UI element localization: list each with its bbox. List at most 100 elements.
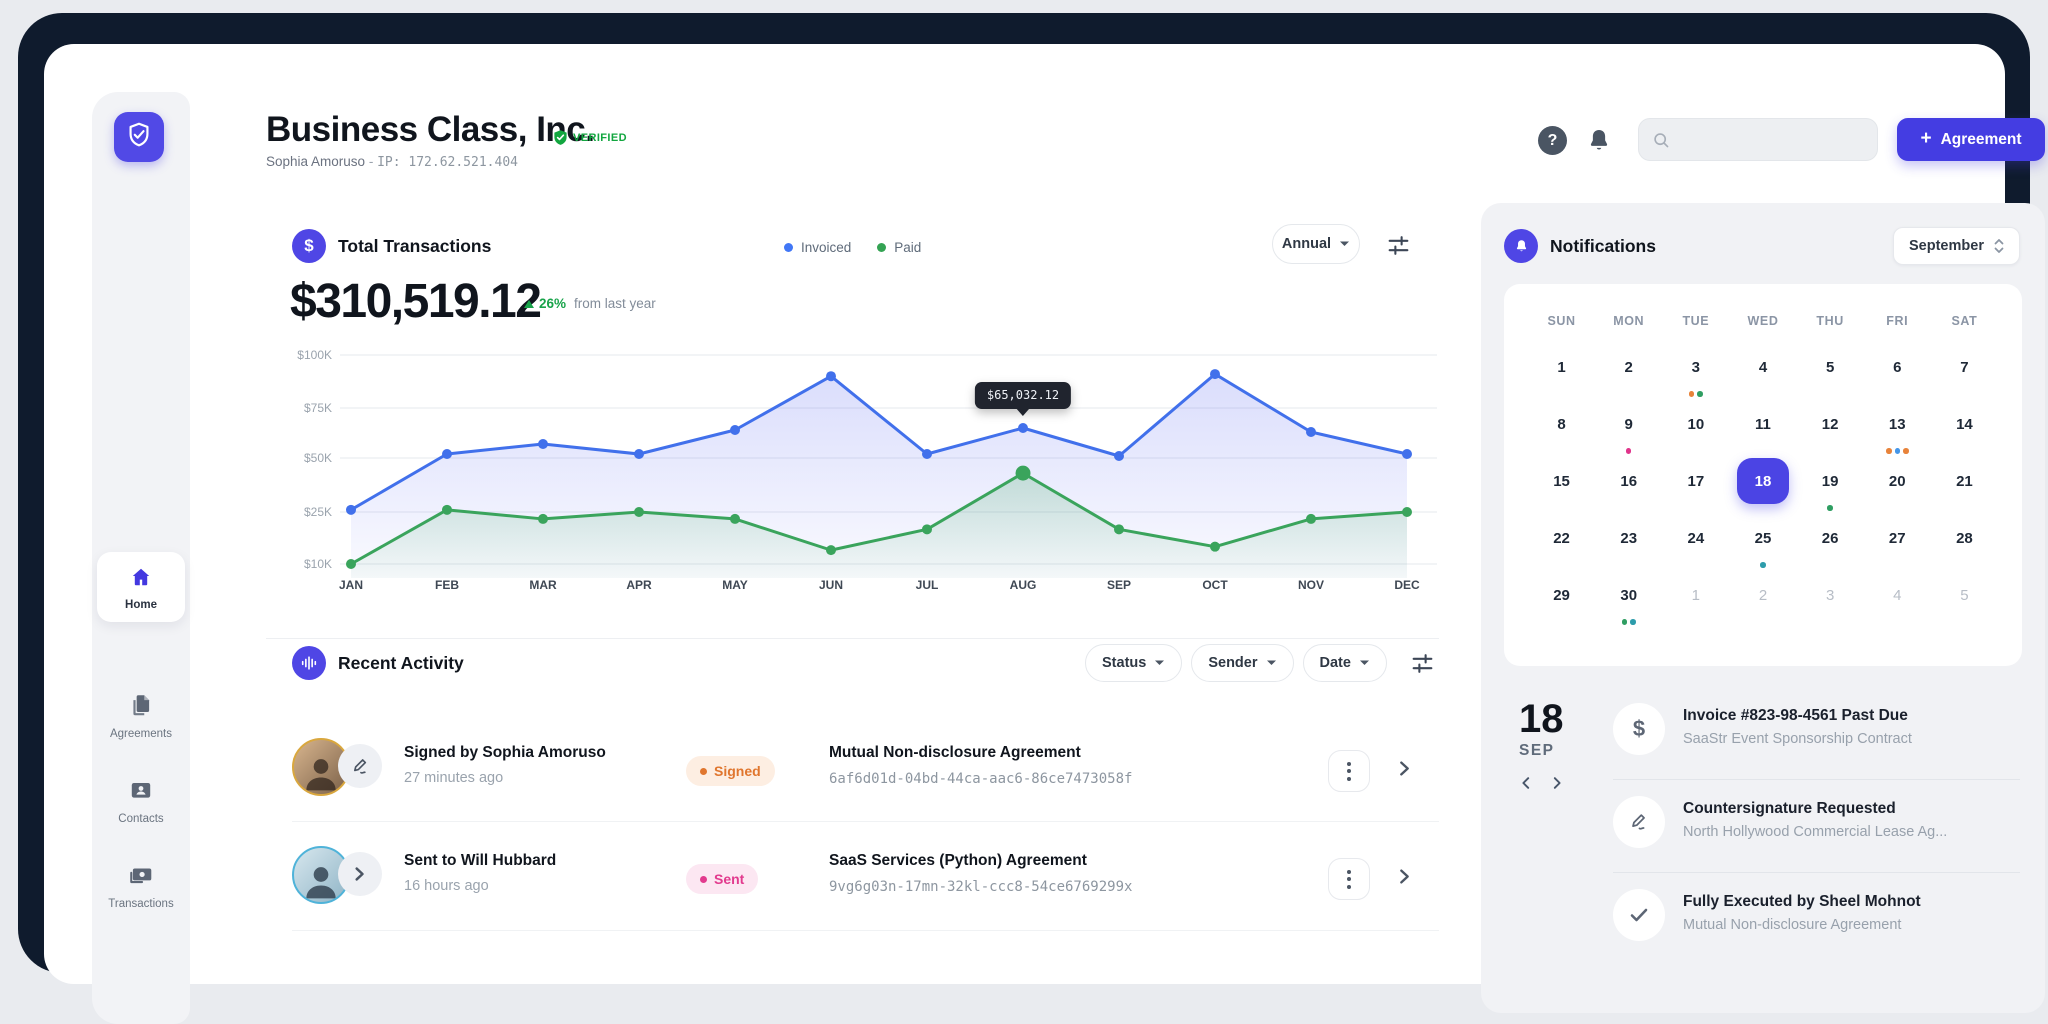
svg-text:JUL: JUL bbox=[916, 578, 939, 592]
activity-time: 16 hours ago bbox=[404, 878, 489, 894]
event-dot bbox=[1894, 448, 1901, 454]
svg-text:$75K: $75K bbox=[304, 401, 332, 415]
calendar-day[interactable]: 17 bbox=[1687, 472, 1705, 490]
activity-time: 27 minutes ago bbox=[404, 770, 504, 786]
chevron-right-icon[interactable] bbox=[1396, 868, 1413, 890]
agreement-name: SaaS Services (Python) Agreement bbox=[829, 852, 1087, 869]
calendar-day[interactable]: 9 bbox=[1595, 399, 1662, 456]
svg-text:$100K: $100K bbox=[297, 348, 332, 362]
svg-text:$25K: $25K bbox=[304, 505, 332, 519]
range-selector[interactable]: Annual bbox=[1272, 224, 1360, 264]
sidebar-item-label: Contacts bbox=[118, 813, 164, 825]
add-agreement-button[interactable]: + Agreement bbox=[1897, 118, 2045, 161]
signature-pen-icon bbox=[338, 744, 382, 788]
avatar bbox=[292, 738, 350, 796]
prev-day-chevron-icon[interactable] bbox=[1519, 776, 1533, 790]
notification-item[interactable]: Countersignature Requested North Hollywo… bbox=[1613, 779, 2020, 872]
chart-tooltip: $65,032.12 bbox=[974, 382, 1072, 409]
calendar-day[interactable]: 2 bbox=[1758, 586, 1768, 604]
sidebar-item-transactions[interactable]: Transactions bbox=[97, 862, 185, 910]
svg-text:FEB: FEB bbox=[435, 578, 459, 592]
notification-item[interactable]: Fully Executed by Sheel Mohnot Mutual No… bbox=[1613, 872, 2020, 965]
next-day-chevron-icon[interactable] bbox=[1550, 776, 1564, 790]
event-dot bbox=[1760, 562, 1766, 568]
chevron-right-icon[interactable] bbox=[1396, 760, 1413, 782]
agreement-id: 6af6d01d-04bd-44ca-aac6-86ce7473058f bbox=[829, 771, 1133, 787]
search-input[interactable] bbox=[1678, 131, 1864, 148]
event-dot bbox=[1630, 619, 1636, 625]
calendar-day[interactable]: 10 bbox=[1687, 415, 1705, 433]
calendar-weekday: TUE bbox=[1682, 314, 1710, 328]
activity-settings-icon[interactable] bbox=[1410, 651, 1435, 676]
selected-month-abbr: SEP bbox=[1519, 742, 1555, 759]
month-selector[interactable]: September bbox=[1893, 227, 2020, 265]
calendar-day[interactable]: 15 bbox=[1553, 472, 1570, 490]
calendar-day[interactable]: 21 bbox=[1956, 472, 1973, 490]
help-button[interactable]: ? bbox=[1538, 126, 1567, 155]
badge-dot bbox=[700, 875, 707, 883]
calendar-day[interactable]: 27 bbox=[1888, 529, 1906, 547]
notification-item[interactable]: $ Invoice #823-98-4561 Past Due SaaStr E… bbox=[1613, 699, 2020, 779]
filter-date[interactable]: Date bbox=[1302, 644, 1387, 682]
brand-logo[interactable] bbox=[114, 112, 164, 162]
row-menu-button[interactable] bbox=[1328, 750, 1370, 792]
calendar-day[interactable]: 7 bbox=[1960, 358, 1969, 376]
calendar-day[interactable]: 5 bbox=[1825, 358, 1835, 376]
transactions-chart[interactable]: $100K $75K $50K $25K $10K JAN FEB MAR APR MAY JUN J… bbox=[266, 340, 1441, 602]
notification-bell-icon[interactable] bbox=[1584, 126, 1614, 156]
calendar-day[interactable]: 22 bbox=[1553, 529, 1570, 547]
calendar-day[interactable]: 1 bbox=[1691, 586, 1701, 604]
calendar-day[interactable]: 16 bbox=[1620, 472, 1638, 490]
activity-row[interactable]: Signed by Sophia Amoruso 27 minutes ago … bbox=[266, 722, 1439, 822]
calendar-day[interactable]: 14 bbox=[1956, 415, 1973, 433]
plus-icon: + bbox=[1920, 128, 1932, 149]
calendar-day[interactable]: 3 bbox=[1662, 342, 1729, 399]
calendar-day[interactable]: 8 bbox=[1557, 415, 1566, 433]
dollar-icon: $ bbox=[1613, 703, 1665, 755]
calendar-day[interactable]: 23 bbox=[1620, 529, 1638, 547]
calendar-day[interactable]: 3 bbox=[1825, 586, 1835, 604]
calendar-day[interactable]: 18 bbox=[1729, 456, 1796, 513]
calendar-day[interactable]: 29 bbox=[1553, 586, 1570, 604]
calendar-day[interactable]: 11 bbox=[1755, 415, 1771, 433]
activity-row[interactable]: Sent to Will Hubbard 16 hours ago Sent S… bbox=[266, 830, 1439, 930]
calendar: SUN MON TUE WED THU FRI SAT 1 2 3 4 5 6 7 8 9 10 11 12 13 1… bbox=[1504, 284, 2022, 666]
calendar-day[interactable]: 19 bbox=[1797, 456, 1864, 513]
sidebar-item-contacts[interactable]: Contacts bbox=[97, 777, 185, 825]
sidebar-item-label: Agreements bbox=[109, 728, 172, 740]
calendar-day[interactable]: 2 bbox=[1624, 358, 1633, 376]
calendar-day[interactable]: 6 bbox=[1893, 358, 1902, 376]
calendar-day[interactable]: 4 bbox=[1893, 586, 1902, 604]
sidebar-item-agreements[interactable]: Agreements bbox=[97, 692, 185, 740]
calendar-day[interactable]: 5 bbox=[1960, 586, 1969, 604]
legend-paid: Paid bbox=[877, 240, 921, 255]
notification-title: Countersignature Requested bbox=[1683, 800, 1896, 817]
calendar-day[interactable]: 26 bbox=[1821, 529, 1839, 547]
sidebar-item-home[interactable]: Home bbox=[97, 552, 185, 622]
home-icon bbox=[129, 565, 153, 594]
event-dot bbox=[1688, 391, 1695, 397]
filter-sender[interactable]: Sender bbox=[1191, 644, 1294, 682]
calendar-day[interactable]: 30 bbox=[1595, 570, 1662, 627]
search-box[interactable] bbox=[1638, 118, 1878, 161]
legend-invoiced: Invoiced bbox=[784, 240, 851, 255]
calendar-day[interactable]: 13 bbox=[1864, 399, 1931, 456]
calendar-day[interactable]: 12 bbox=[1821, 415, 1839, 433]
event-dot bbox=[1886, 448, 1892, 454]
calendar-day[interactable]: 20 bbox=[1888, 472, 1906, 490]
calendar-day[interactable]: 4 bbox=[1758, 358, 1768, 376]
calendar-weekday: FRI bbox=[1886, 314, 1909, 328]
calendar-day[interactable]: 24 bbox=[1687, 529, 1705, 547]
verified-badge: VERIFIED bbox=[552, 129, 627, 146]
selected-date: 18 SEP bbox=[1519, 699, 1613, 965]
banknote-icon bbox=[128, 862, 154, 893]
chart-settings-icon[interactable] bbox=[1386, 233, 1411, 263]
calendar-day[interactable]: 25 bbox=[1729, 513, 1796, 570]
row-menu-button[interactable] bbox=[1328, 858, 1370, 900]
notifications-panel: Notifications September SUN MON TUE WED THU F… bbox=[1481, 203, 2045, 1013]
notifications-title: Notifications bbox=[1550, 236, 1656, 256]
paid-dot bbox=[877, 243, 887, 252]
filter-status[interactable]: Status bbox=[1085, 644, 1183, 682]
calendar-day[interactable]: 1 bbox=[1557, 358, 1566, 376]
calendar-day[interactable]: 28 bbox=[1956, 529, 1973, 547]
